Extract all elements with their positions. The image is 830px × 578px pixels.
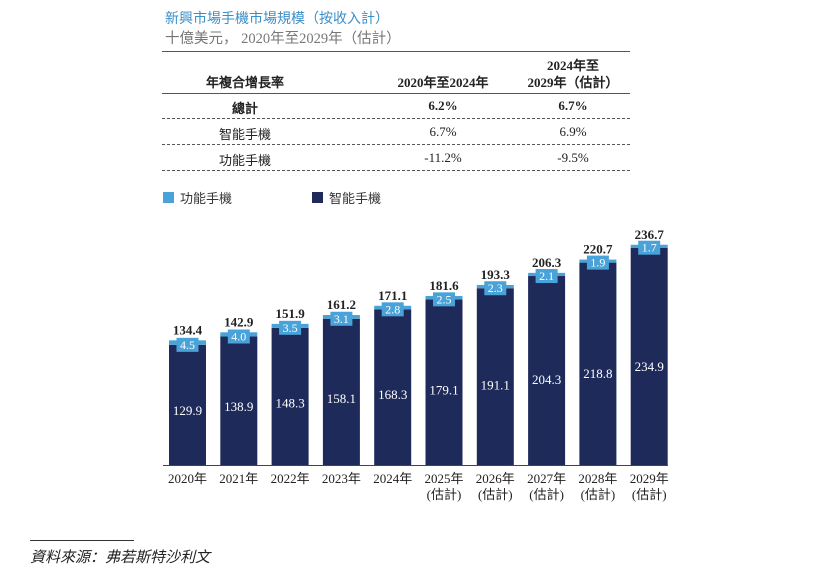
bar-smartphone	[271, 327, 309, 465]
table-header-col2-line1: 2024年至	[546, 58, 600, 73]
data-label-feature: 2.8	[385, 302, 400, 316]
data-label-smart: 204.3	[532, 372, 561, 387]
feature-label-box	[484, 281, 507, 296]
chart-subtitle: 十億美元， 2020年至2029年（估計）	[165, 31, 401, 47]
data-label-feature: 4.0	[231, 330, 246, 344]
x-tick-sublabel: (估計)	[427, 487, 462, 502]
bar-smartphone	[476, 288, 514, 465]
row-feature-label: 功能手機	[218, 154, 272, 169]
x-tick-label: 2022年	[271, 471, 310, 486]
chart-title: 新興市場手機市場規模（按收入計）	[165, 11, 389, 27]
data-label-total: 171.1	[378, 288, 407, 303]
row-smart-b: 6.9%	[559, 124, 587, 139]
bar-smartphone	[425, 299, 463, 465]
feature-label-box	[535, 269, 558, 284]
row-divider	[162, 118, 630, 119]
data-label-smart: 179.1	[429, 382, 458, 397]
x-tick-label: 2025年	[424, 471, 463, 486]
row-feature-a: -11.2%	[424, 150, 462, 165]
data-label-smart: 129.9	[173, 403, 202, 418]
bar-smartphone	[374, 309, 412, 465]
data-label-feature: 3.1	[334, 312, 349, 326]
legend-smart: 智能手機	[312, 188, 381, 207]
bar-smartphone	[630, 247, 668, 465]
feature-label-box	[176, 337, 199, 352]
data-label-total: 151.9	[275, 306, 305, 321]
data-label-total: 161.2	[327, 297, 356, 312]
feature-label-box	[433, 292, 455, 307]
data-label-feature: 1.9	[590, 256, 605, 270]
legend-swatch-smart	[312, 192, 323, 203]
x-tick-label: 2024年	[373, 471, 412, 486]
x-tick-label: 2021年	[219, 471, 258, 486]
row-total-label: 總計	[231, 102, 259, 117]
x-tick-sublabel: (估計)	[632, 487, 667, 502]
feature-label-box	[381, 302, 404, 317]
row-divider	[162, 144, 630, 145]
table-header-label: 年複合增長率	[205, 76, 285, 91]
x-tick-label: 2023年	[322, 471, 361, 486]
table-header-col2-line2: 2029年（估計）	[527, 75, 619, 90]
legend-feature: 功能手機	[163, 188, 232, 207]
source-note: 資料來源：弗若斯特沙利文	[30, 550, 211, 566]
data-label-feature: 2.1	[539, 269, 554, 283]
data-label-smart: 148.3	[275, 395, 304, 410]
source-rule	[30, 540, 134, 541]
x-tick-label: 2027年	[527, 471, 566, 486]
row-smart-a: 6.7%	[429, 124, 457, 139]
feature-label-box	[330, 311, 353, 326]
data-label-feature: 1.7	[642, 241, 657, 255]
x-tick-sublabel: (估計)	[581, 487, 616, 502]
x-tick-sublabel: (估計)	[529, 487, 564, 502]
data-label-smart: 191.1	[481, 377, 510, 392]
data-label-total: 134.4	[173, 322, 203, 337]
bar-smartphone	[322, 318, 360, 465]
data-label-feature: 4.5	[180, 338, 195, 352]
legend-label-smart: 智能手機	[329, 192, 382, 207]
table-header-col1: 2020年至2024年	[397, 75, 489, 90]
bar-smartphone	[220, 336, 258, 465]
data-label-feature: 2.3	[488, 281, 503, 295]
row-smart-label: 智能手機	[218, 128, 272, 143]
data-label-feature: 3.5	[283, 321, 298, 335]
data-label-smart: 168.3	[378, 387, 407, 402]
table-top-rule	[162, 51, 630, 52]
data-label-feature: 2.5	[437, 292, 452, 306]
data-label-smart: 158.1	[327, 391, 356, 406]
data-label-smart: 138.9	[224, 399, 253, 414]
data-label-total: 193.3	[481, 267, 511, 282]
feature-label-box	[638, 240, 661, 255]
row-total-a: 6.2%	[428, 98, 458, 113]
legend-swatch-feature	[163, 192, 174, 203]
data-label-total: 142.9	[224, 314, 254, 329]
data-label-total: 181.6	[429, 278, 459, 293]
x-tick-label: 2029年	[630, 471, 669, 486]
data-label-total: 220.7	[583, 242, 613, 257]
x-tick-label: 2020年	[168, 471, 207, 486]
table-header-rule	[162, 93, 630, 94]
data-label-smart: 234.9	[635, 359, 664, 374]
feature-label-box	[227, 329, 250, 344]
feature-label-box	[279, 320, 302, 335]
data-label-total: 236.7	[635, 227, 665, 242]
data-label-total: 206.3	[532, 255, 562, 270]
legend-label-feature: 功能手機	[180, 192, 233, 207]
bar-smartphone	[579, 262, 617, 465]
x-tick-label: 2028年	[578, 471, 617, 486]
x-tick-sublabel: (估計)	[478, 487, 513, 502]
row-total-b: 6.7%	[558, 98, 588, 113]
row-feature-b: -9.5%	[557, 150, 589, 165]
bar-smartphone	[169, 344, 206, 465]
bar-smartphone	[528, 276, 566, 465]
data-label-smart: 218.8	[583, 366, 612, 381]
feature-label-box	[586, 255, 609, 270]
x-tick-label: 2026年	[476, 471, 515, 486]
row-divider	[162, 170, 630, 171]
